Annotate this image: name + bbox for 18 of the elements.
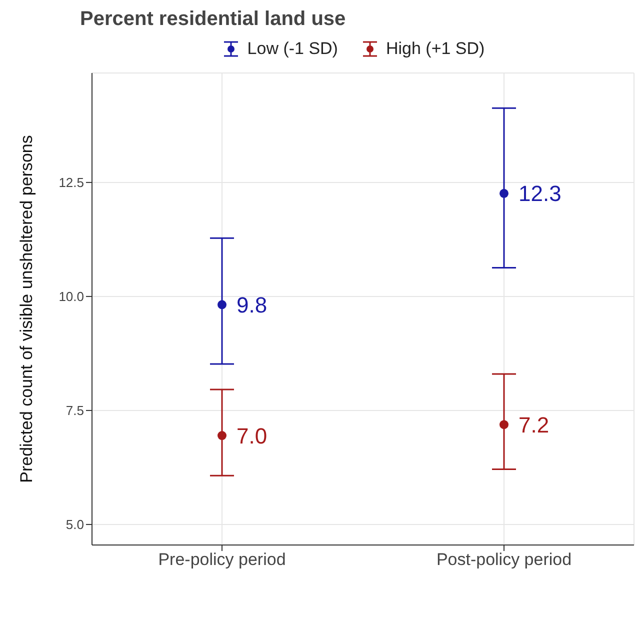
x-tick-label: Pre-policy period [158, 550, 286, 570]
legend-label: High (+1 SD) [386, 39, 485, 59]
point [500, 420, 508, 430]
data-label: 7.0 [236, 423, 268, 448]
legend-label: Low (-1 SD) [247, 39, 338, 59]
y-tick-label: 10.0 [58, 289, 84, 304]
x-tick-label: Post-policy period [436, 550, 572, 570]
y-tick-label: 12.5 [58, 175, 84, 190]
y-tick-label: 5.0 [66, 517, 84, 532]
y-tick-label: 7.5 [66, 403, 84, 418]
data-label: 7.2 [518, 412, 550, 438]
data-label: 12.3 [518, 181, 562, 206]
point [500, 188, 508, 198]
point [218, 431, 226, 440]
data-label: 9.8 [236, 292, 268, 318]
point [218, 300, 226, 310]
y-axis-title: Predicted count of visible unsheltered persons [17, 135, 36, 483]
chart-title: Percent residential land use [80, 8, 347, 31]
